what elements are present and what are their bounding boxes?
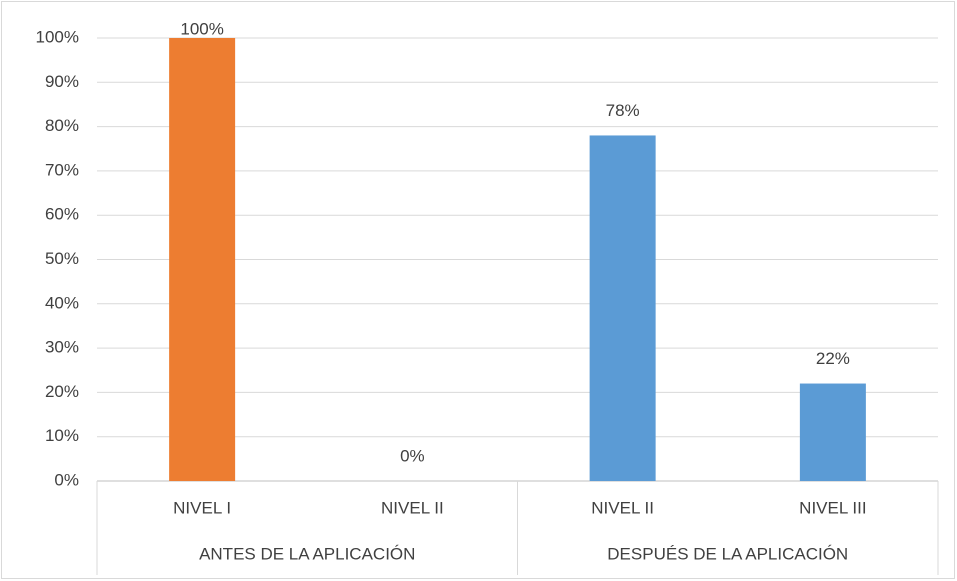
y-tick-label: 10% (45, 426, 79, 445)
y-tick-label: 20% (45, 382, 79, 401)
y-tick-label: 30% (45, 338, 79, 357)
data-label: 0% (400, 446, 425, 465)
x-tick-label: NIVEL III (799, 498, 866, 517)
y-tick-label: 90% (45, 72, 79, 91)
x-tick-label: NIVEL II (381, 498, 444, 517)
bar (169, 38, 236, 481)
x-tick-label: NIVEL II (591, 498, 654, 517)
x-tick-label: NIVEL I (173, 498, 231, 517)
y-tick-label: 70% (45, 160, 79, 179)
group-label: ANTES DE LA APLICACIÓN (199, 544, 415, 563)
y-tick-label: 0% (54, 470, 79, 489)
y-tick-label: 40% (45, 293, 79, 312)
data-label: 22% (816, 349, 850, 368)
y-tick-label: 80% (45, 116, 79, 135)
group-label: DESPUÉS DE LA APLICACIÓN (607, 544, 848, 563)
data-label: 100% (180, 19, 223, 38)
y-tick-label: 60% (45, 205, 79, 224)
bar (799, 383, 866, 481)
data-label: 78% (606, 101, 640, 120)
bar (589, 135, 656, 481)
y-tick-label: 100% (36, 27, 79, 46)
y-tick-label: 50% (45, 249, 79, 268)
